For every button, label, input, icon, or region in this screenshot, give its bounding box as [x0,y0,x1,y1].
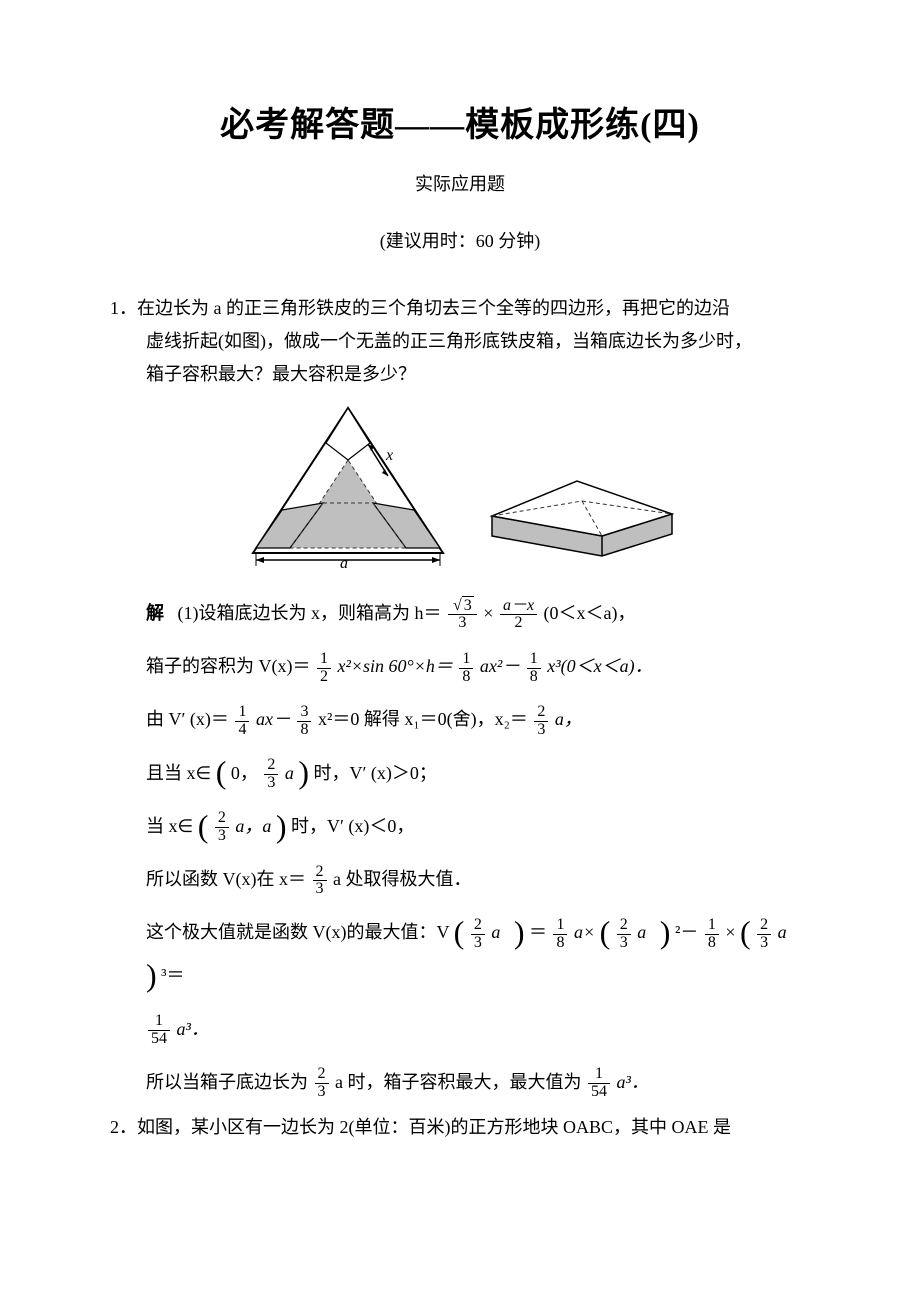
fraction: 154 [148,1013,170,1048]
problem-1: 1． 在边长为 a 的正三角形铁皮的三个角切去三个全等的四边形，再把它的边沿 虚… [110,295,810,388]
assembled-box-figure [482,466,682,576]
solution-step: 且当 x∈ ( 0， 23 a ) 时，V′ (x)＞0； [146,752,810,795]
step-text: 由 V′ (x)＝ [146,709,229,729]
step-text: a [778,922,787,942]
step-text: a 时，箱子容积最大，最大值为 [335,1072,582,1092]
step-text: a [285,763,294,783]
step-text: x²＝0 解得 x₁＝0(舍)，x₂＝ [318,709,528,729]
step-text: 箱子的容积为 V(x)＝ [146,656,311,676]
fraction: a－x2 [500,598,537,633]
fraction: 18 [553,917,567,952]
step-text: ax－ [256,709,291,729]
step-text: a³． [177,1019,209,1039]
problem-text-line: 箱子容积最大？最大容积是多少？ [110,361,810,388]
problem-number: 2． [110,1114,137,1141]
big-paren: ( [600,916,611,948]
step-text: a× [574,922,595,942]
fraction: 18 [459,651,473,686]
svg-text:a: a [340,555,348,568]
fraction: 23 [471,917,485,952]
step-text: a [637,922,646,942]
fraction: 23 [215,810,229,845]
time-hint: (建议用时：60 分钟) [110,228,810,255]
fraction: 23 [313,864,327,899]
fraction: 23 [264,757,278,792]
svg-text:x: x [385,447,393,464]
step-text: x³(0＜x＜a)． [547,656,652,676]
big-paren: ( [454,916,465,948]
triangle-box-figure: x a [238,398,458,568]
problem-text-line: 如图，某小区有一边长为 2(单位：百米)的正方形地块 OABC，其中 OAE 是 [137,1114,810,1141]
step-text: ²－ [675,922,698,942]
solution-step: 箱子的容积为 V(x)＝ 12 x²×sin 60°×h＝ 18 ax²－ 18… [146,645,810,688]
step-text: ³＝ [161,965,184,985]
step-text: x²×sin 60°×h＝ [338,656,453,676]
step-text: 所以当箱子底边长为 [146,1072,308,1092]
problem-text-line: 虚线折起(如图)，做成一个无盖的正三角形底铁皮箱，当箱底边长为多少时， [110,328,810,355]
solution-step: 解 (1)设箱底边长为 x，则箱高为 h＝ 33 × a－x2 (0＜x＜a)， [146,592,810,635]
step-text: × [725,922,735,942]
solution-label: 解 [146,603,164,623]
fraction: 33 [448,598,477,633]
step-text: × [483,603,493,623]
big-paren: ( [740,916,751,948]
problem-2: 2． 如图，某小区有一边长为 2(单位：百米)的正方形地块 OABC，其中 OA… [110,1114,810,1141]
fraction: 38 [297,704,311,739]
step-text: ax²－ [480,656,520,676]
step-text: a，a [235,816,271,836]
fraction: 14 [235,704,249,739]
step-text: ＝ [529,922,547,942]
fraction: 23 [757,917,771,952]
step-text: 时，V′ (x)＜0， [291,816,414,836]
fraction: 12 [317,651,331,686]
big-paren: ) [660,916,671,948]
fraction: 23 [617,917,631,952]
big-paren: ) [276,810,287,842]
fraction: 18 [527,651,541,686]
step-text: (0＜x＜a)， [544,603,636,623]
big-paren: ) [298,756,309,788]
solution-step: 由 V′ (x)＝ 14 ax－ 38 x²＝0 解得 x₁＝0(舍)，x₂＝ … [146,698,810,741]
solution-step: 所以函数 V(x)在 x＝ 23 a 处取得极大值． [146,858,810,901]
step-text: a³． [617,1072,649,1092]
fraction: 23 [315,1066,329,1101]
step-text: (1)设箱底边长为 x，则箱高为 h＝ [178,603,442,623]
page-title: 必考解答题——模板成形练(四) [110,100,810,151]
problem-text-line: 在边长为 a 的正三角形铁皮的三个角切去三个全等的四边形，再把它的边沿 [137,295,810,322]
solution-step: 这个极大值就是函数 V(x)的最大值：V ( 23 a ) ＝ 18 a× ( … [146,911,810,997]
step-text: a， [555,709,582,729]
problem-number: 1． [110,295,137,322]
step-text: a 处取得极大值． [333,869,472,889]
step-text: a [491,922,500,942]
big-paren: ) [146,959,157,991]
step-text: 0， [231,763,258,783]
solution-step: 154 a³． [146,1008,810,1051]
fraction: 23 [534,704,548,739]
step-text: 这个极大值就是函数 V(x)的最大值：V [146,922,449,942]
subtitle: 实际应用题 [110,171,810,198]
step-text: 且当 x∈ [146,763,211,783]
big-paren: ( [198,810,209,842]
solution-step: 所以当箱子底边长为 23 a 时，箱子容积最大，最大值为 154 a³． [146,1061,810,1104]
step-text: 时，V′ (x)＞0； [314,763,437,783]
fraction: 18 [705,917,719,952]
figure-row: x a [110,398,810,576]
fraction: 154 [588,1066,610,1101]
step-text: 所以函数 V(x)在 x＝ [146,869,306,889]
step-text: 当 x∈ [146,816,193,836]
solution-step: 当 x∈ ( 23 a，a ) 时，V′ (x)＜0， [146,805,810,848]
big-paren: ) [514,916,525,948]
big-paren: ( [216,756,227,788]
